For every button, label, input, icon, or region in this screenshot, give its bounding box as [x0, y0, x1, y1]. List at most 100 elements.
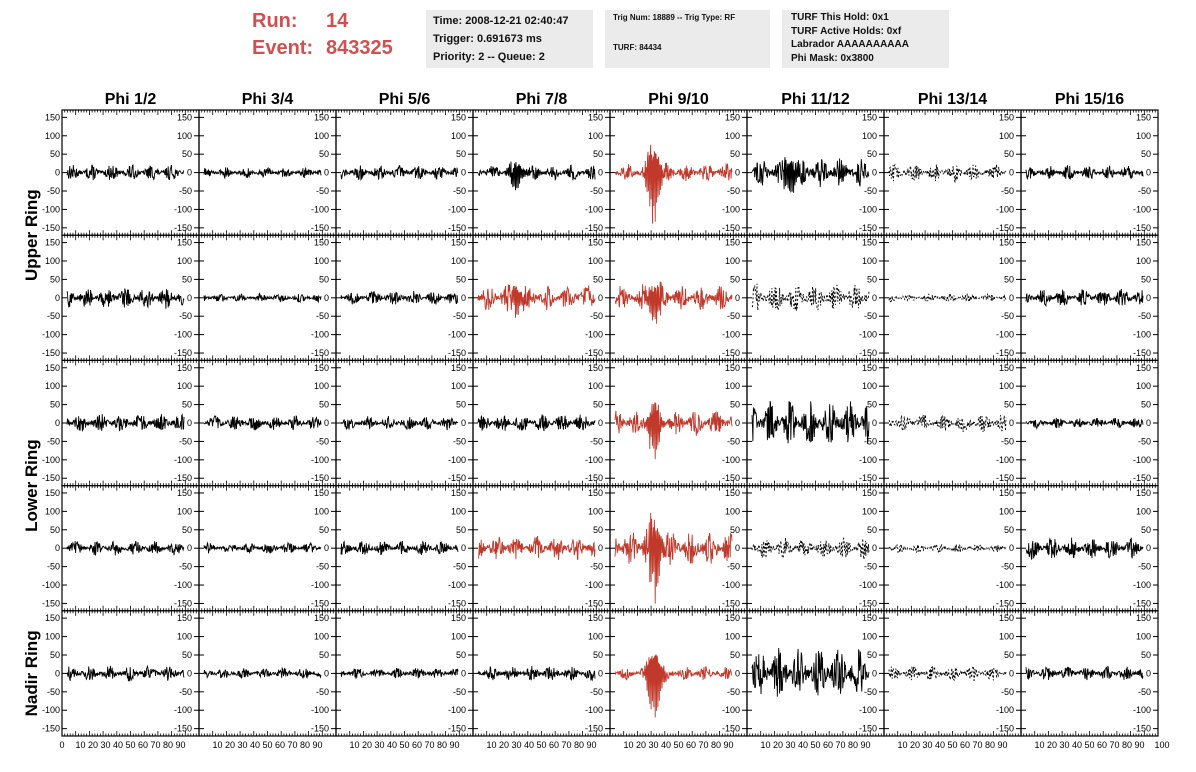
waveform-line	[1025, 417, 1144, 430]
y-tick-label: -150	[722, 348, 740, 358]
y-tick-label: 150	[451, 613, 466, 623]
y-tick-label: -50	[316, 436, 329, 446]
y-tick-label: 0	[872, 168, 877, 178]
y-tick-label: 0	[1146, 293, 1151, 303]
y-tick-label: -50	[1001, 436, 1014, 446]
y-tick-label: -50	[864, 311, 877, 321]
trigger-info-box: Time: 2008-12-21 02:40:47 Trigger: 0.691…	[426, 10, 593, 68]
y-tick-label: -50	[590, 687, 603, 697]
y-tick-label: 100	[725, 381, 740, 391]
waveform-line	[203, 167, 322, 180]
waveform-line	[340, 290, 459, 305]
panel-r2-c8: 150 100 50 0 -50 -100 -150	[1020, 234, 1159, 361]
y-tick-label: 50	[50, 525, 60, 535]
y-tick-label: 50	[867, 149, 877, 159]
y-tick-label: -150	[42, 223, 60, 233]
column-header-4: Phi 7/8	[516, 91, 568, 108]
waveform-line	[203, 292, 322, 304]
y-tick-label: 150	[314, 613, 329, 623]
waveform-line	[614, 144, 733, 224]
y-tick-label: -50	[316, 562, 329, 572]
y-tick-label: -100	[448, 330, 466, 340]
y-tick-label: 150	[999, 488, 1014, 498]
column-header-5: Phi 9/10	[648, 91, 709, 108]
y-tick-label: -50	[453, 562, 466, 572]
waveform-line	[66, 540, 185, 556]
y-tick-label: 0	[324, 418, 329, 428]
y-tick-label: -100	[311, 204, 329, 214]
y-tick-label: 0	[461, 543, 466, 553]
waveform-line	[1025, 164, 1144, 181]
y-tick-label: -100	[174, 204, 192, 214]
y-tick-label: 100	[314, 506, 329, 516]
y-tick-label: 100	[588, 632, 603, 642]
y-tick-label: -100	[174, 705, 192, 715]
y-tick-label: 150	[451, 363, 466, 373]
panel-r5-c6: 150 100 50 0 -50 -100 -150	[746, 610, 885, 737]
panel-r4-c8: 150 100 50 0 -50 -100 -150	[1020, 485, 1159, 612]
y-tick-label: -150	[996, 473, 1014, 483]
y-tick-label: 150	[177, 613, 192, 623]
y-tick-label: 0	[55, 668, 60, 678]
y-tick-label: -150	[996, 223, 1014, 233]
y-tick-label: -150	[585, 473, 603, 483]
panel-r1-c4: 150 100 50 0 -50 -100 -150	[472, 109, 611, 236]
y-tick-label: 100	[314, 256, 329, 266]
y-tick-label: 0	[598, 543, 603, 553]
y-tick-label: -100	[311, 705, 329, 715]
y-tick-label: -150	[1133, 598, 1151, 608]
y-tick-label: -150	[859, 598, 877, 608]
y-tick-label: -100	[996, 204, 1014, 214]
y-tick-label: -50	[1138, 311, 1151, 321]
y-tick-label: 0	[324, 543, 329, 553]
y-tick-label: -150	[859, 348, 877, 358]
y-tick-label: 0	[55, 168, 60, 178]
panel-r2-c4: 150 100 50 0 -50 -100 -150	[472, 234, 611, 361]
y-tick-label: 150	[314, 112, 329, 122]
y-tick-label: -100	[448, 455, 466, 465]
y-tick-label: -150	[42, 473, 60, 483]
waveform-line	[477, 535, 596, 560]
y-tick-label: -50	[590, 186, 603, 196]
waveform-line	[1025, 537, 1144, 560]
waveform-line	[614, 512, 733, 604]
y-tick-label: -100	[174, 330, 192, 340]
waveform-line	[888, 414, 1007, 433]
y-tick-label: -150	[174, 598, 192, 608]
y-tick-label: 50	[182, 650, 192, 660]
y-tick-label: -50	[1138, 687, 1151, 697]
y-tick-label: 150	[862, 238, 877, 248]
y-tick-label: 0	[324, 668, 329, 678]
y-tick-label: 0	[1009, 168, 1014, 178]
y-tick-label: -100	[722, 705, 740, 715]
y-tick-label: 150	[177, 112, 192, 122]
y-tick-label: 50	[867, 650, 877, 660]
y-tick-label: -100	[1133, 705, 1151, 715]
waveform-line	[1025, 288, 1144, 308]
y-tick-label: 0	[735, 418, 740, 428]
y-tick-label: -100	[859, 455, 877, 465]
y-tick-label: 150	[314, 238, 329, 248]
panel-r1-c5: 150 100 50 0 -50 -100 -150	[609, 109, 748, 236]
y-tick-label: 100	[451, 381, 466, 391]
y-tick-label: 50	[50, 274, 60, 284]
y-tick-label: -150	[996, 598, 1014, 608]
y-tick-label: 150	[1136, 363, 1151, 373]
trig-num-text: Trig Num: 18889 -- Trig Type: RF	[613, 13, 736, 22]
y-tick-label: 0	[461, 168, 466, 178]
y-tick-label: -150	[448, 348, 466, 358]
y-tick-label: -100	[174, 455, 192, 465]
y-tick-label: -50	[1138, 562, 1151, 572]
y-tick-label: -150	[722, 473, 740, 483]
y-tick-label: -50	[453, 436, 466, 446]
column-header-7: Phi 13/14	[918, 91, 987, 108]
y-tick-label: 100	[725, 256, 740, 266]
y-tick-label: 50	[867, 274, 877, 284]
y-tick-label: 150	[314, 363, 329, 373]
y-tick-label: 50	[593, 650, 603, 660]
y-tick-label: -50	[316, 186, 329, 196]
y-tick-label: -150	[42, 724, 60, 734]
y-tick-label: -50	[47, 186, 60, 196]
y-tick-label: 100	[588, 131, 603, 141]
